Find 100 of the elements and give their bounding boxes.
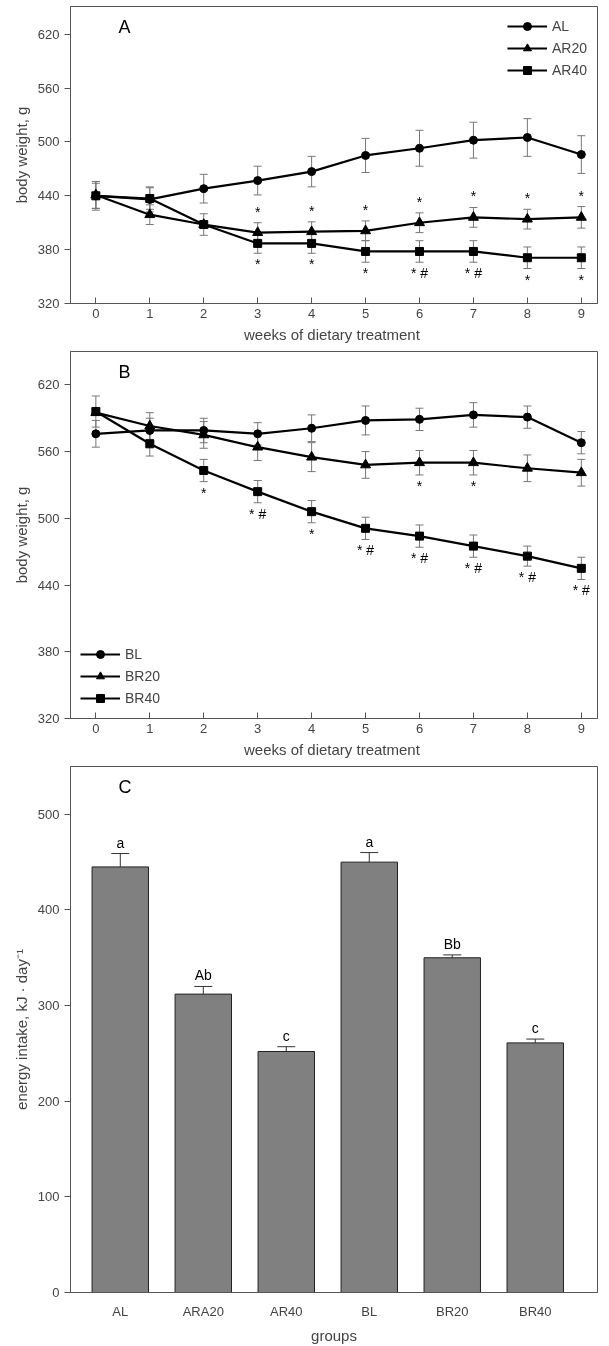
legend-label: AR20 — [551, 40, 587, 56]
x-tick-label: 8 — [523, 305, 531, 321]
annotation: * # — [518, 569, 537, 586]
annotation: * — [308, 202, 315, 219]
annotation: * — [308, 525, 315, 542]
point — [467, 456, 479, 467]
annotation: * # — [410, 550, 429, 567]
annotation: a — [116, 834, 125, 851]
point — [253, 487, 263, 497]
point — [415, 414, 424, 424]
annotation: * # — [356, 542, 375, 559]
x-tick-label: 2 — [200, 720, 208, 736]
point — [468, 246, 478, 256]
x-tick-label: 4 — [308, 305, 316, 321]
bar — [340, 861, 398, 1293]
bar — [423, 957, 481, 1293]
x-tick-label: 0 — [92, 720, 100, 736]
x-tick-label: 9 — [577, 305, 585, 321]
annotation: * — [362, 201, 369, 218]
x-tick-label: 1 — [146, 305, 154, 321]
y-tick-label: 440 — [37, 577, 60, 593]
point — [521, 462, 533, 472]
y-tick-label: 320 — [37, 711, 60, 726]
annotation: * — [578, 187, 585, 204]
x-tick-label: AL — [112, 1303, 129, 1319]
legend-label: BL — [125, 646, 144, 662]
y-tick-label: 380 — [37, 644, 60, 660]
x-tick-label: 8 — [523, 720, 531, 736]
point — [414, 216, 425, 227]
y-tick-label: 320 — [37, 296, 60, 311]
y-tick-label: 560 — [37, 80, 60, 96]
x-tick-label: 7 — [469, 720, 478, 736]
x-tick-label: BL — [361, 1303, 378, 1319]
point — [145, 439, 155, 449]
x-tick-label: 5 — [361, 720, 370, 736]
x-tick-label: 1 — [146, 720, 154, 736]
annotation: * — [362, 265, 369, 282]
x-axis-title: groups — [311, 1326, 357, 1344]
y-tick-label: 0 — [52, 1285, 60, 1300]
x-tick-label: 7 — [469, 305, 478, 321]
y-tick-label: 440 — [37, 188, 60, 204]
point — [144, 419, 156, 430]
point — [576, 150, 586, 160]
point — [253, 176, 263, 186]
annotation: * — [524, 190, 531, 207]
y-tick-label: 500 — [37, 134, 60, 150]
point — [361, 150, 371, 160]
x-axis-title: weeks of dietary treatment — [242, 740, 421, 758]
y-tick-label: 400 — [37, 902, 60, 918]
x-tick-label: 3 — [254, 720, 262, 736]
annotation: * — [524, 271, 531, 288]
x-tick-label: BR20 — [436, 1303, 469, 1319]
annotation: * — [201, 484, 208, 501]
annotation: * # — [464, 560, 483, 577]
annotation: * # — [572, 582, 591, 599]
point — [468, 410, 478, 420]
legend-label: AL — [551, 18, 571, 34]
point — [307, 423, 317, 433]
annotation: * — [470, 188, 477, 205]
x-tick-label: 4 — [308, 720, 316, 736]
y-tick-label: 620 — [37, 377, 60, 393]
point — [199, 184, 209, 194]
point — [360, 224, 372, 235]
point — [253, 238, 263, 248]
x-tick-label: 9 — [577, 720, 585, 736]
annotation: * — [308, 256, 315, 273]
annotation: * — [254, 256, 261, 273]
point — [415, 143, 424, 153]
x-tick-label: 6 — [415, 720, 424, 736]
x-tick-label: 6 — [415, 305, 424, 321]
point — [199, 466, 209, 475]
point — [91, 429, 101, 439]
annotation: c — [531, 1020, 539, 1037]
annotation: * — [416, 193, 423, 210]
x-tick-label: 5 — [361, 305, 370, 321]
annotation: * — [470, 477, 477, 494]
y-tick-label: 300 — [37, 998, 60, 1014]
x-tick-label: AR40 — [270, 1303, 303, 1319]
point — [468, 135, 478, 145]
point — [521, 212, 533, 223]
annotation: * # — [464, 265, 483, 282]
x-tick-label: BR40 — [519, 1303, 552, 1319]
bar — [174, 993, 232, 1293]
x-tick-label: 0 — [92, 305, 100, 321]
point — [252, 226, 264, 236]
point — [575, 466, 587, 477]
x-axis-title: weeks of dietary treatment — [242, 325, 421, 343]
x-tick-label: 2 — [200, 305, 208, 321]
y-tick-label: 560 — [37, 444, 60, 460]
point — [467, 211, 479, 221]
point — [576, 253, 586, 263]
legend-label: BR40 — [125, 690, 161, 706]
legend-label: AR40 — [551, 62, 587, 78]
y-tick-label: 200 — [37, 1093, 60, 1109]
bar — [91, 866, 150, 1293]
point — [575, 211, 587, 221]
point — [414, 456, 425, 467]
annotation: * — [416, 477, 423, 494]
point — [468, 541, 478, 551]
y-tick-label: 380 — [37, 242, 60, 258]
